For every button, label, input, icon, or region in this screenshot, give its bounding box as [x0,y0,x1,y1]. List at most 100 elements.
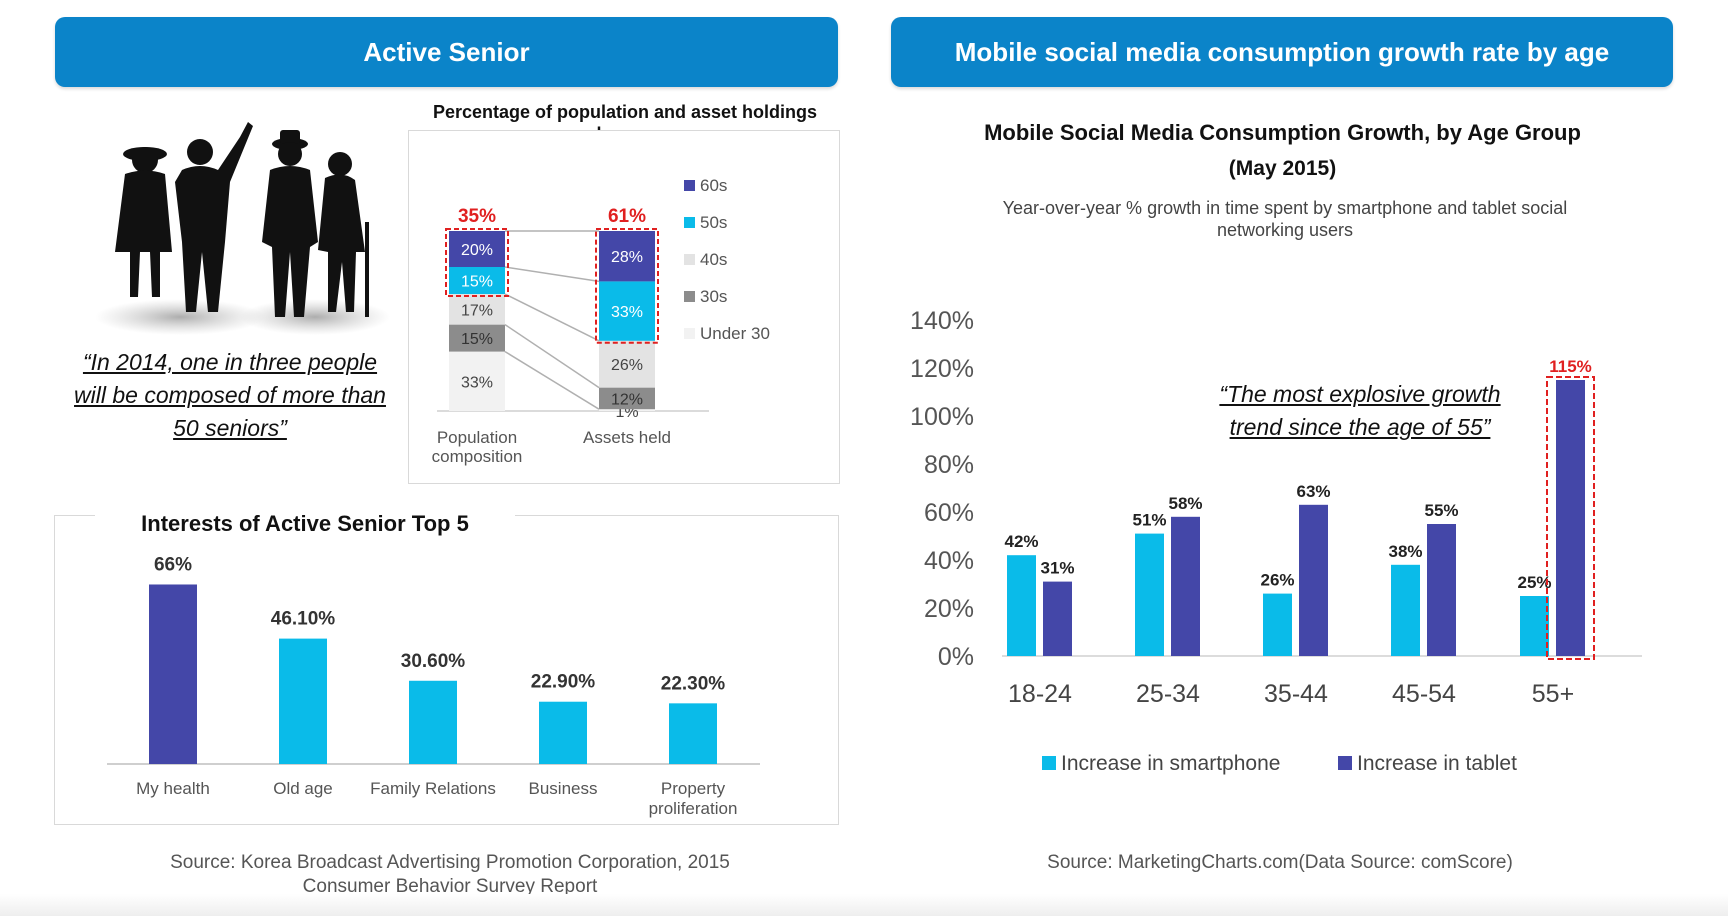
interest-category-label: Business [529,779,598,798]
smartphone-value-label: 25% [1517,573,1551,592]
highlight-box [1546,376,1595,660]
tablet-value-label: 115% [1549,357,1592,376]
x-category-label: 25-34 [1136,680,1200,708]
y-tick-label: 0% [938,643,974,671]
interest-category-label: Family Relations [370,779,496,798]
right-quote: “The most explosive growth trend since t… [1219,381,1501,440]
stacked-category-label: Population [437,428,517,447]
interest-category-label: Property [661,779,726,798]
interests-chart-svg: 66% My health 46.10% Old age 30.60% Family Re… [107,554,760,818]
left-quote: “In 2014, one in three people will be co… [74,349,386,441]
growth-chart-title: Mobile Social Media Consumption Growth, … [984,120,1581,145]
right-source: Source: MarketingCharts.com(Data Source:… [1047,852,1513,873]
stacked-value-label: 15% [461,274,493,291]
tablet-bar [1171,516,1200,656]
stacked-bar-segment [449,231,505,267]
legend-label: 30s [700,287,727,306]
stacked-value-label: 12% [611,391,643,408]
stacked-bar-segment [599,231,655,282]
seniors-silhouette-illustration [95,122,390,335]
x-category-label: 18-24 [1008,680,1072,708]
legend-swatch [684,291,695,302]
interest-value-label: 30.60% [401,651,466,672]
tablet-bar [1427,524,1456,656]
left-source: Source: Korea Broadcast Advertising Prom… [170,852,730,897]
stacked-category-label: Assets held [583,428,671,447]
tablet-bar [1299,504,1328,656]
y-tick-label: 20% [924,595,974,623]
tablet-bar [1556,380,1585,656]
stacked-chart-panel: 33% 15% 17% 15% 20% Population composition 1% 12… [408,130,840,484]
interest-category-label: My health [136,779,210,798]
interest-category-label: Old age [273,779,333,798]
highlight-box [445,228,509,297]
stacked-bar-segment [449,351,505,411]
legend-label: 40s [700,250,727,269]
stacked-connector-line [504,266,600,283]
y-tick-label: 80% [924,451,974,479]
smartphone-bar [1520,596,1549,656]
legend-swatch [684,328,695,339]
tablet-bar [1043,581,1072,656]
stacked-value-label: 17% [461,302,493,319]
stacked-bar-segment [449,267,505,294]
right-banner: Mobile social media consumption growth r… [891,17,1673,87]
tablet-value-label: 58% [1168,494,1202,513]
legend-swatch [1338,756,1352,770]
y-tick-label: 60% [924,499,974,527]
stacked-value-label: 33% [611,304,643,321]
stacked-value-label: 28% [611,249,643,266]
smartphone-bar [1263,593,1292,656]
stacked-connector-line [504,350,600,410]
interest-category-label: proliferation [649,799,738,818]
tablet-value-label: 31% [1040,559,1074,578]
left-banner: Active Senior [55,17,838,87]
stacked-bar-segment [449,324,505,352]
stacked-bar-segment [599,340,655,388]
growth-chart-title-line2: (May 2015) [1228,157,1337,180]
stacked-bar-segment [599,387,655,410]
stacked-chart-svg: 33%15%17%15%20%Populationcomposition1%12… [432,176,770,466]
stacked-value-label: 26% [611,357,643,374]
interest-bar [409,680,457,764]
growth-chart-svg: 0% 20% 40% 60% 80% 100% 120% 140% 42%31% 18-24 51%… [910,307,1642,775]
interest-value-label: 22.90% [531,672,596,693]
stacked-value-label: 15% [461,331,493,348]
x-category-label: 35-44 [1264,680,1328,708]
interest-bar [669,703,717,764]
legend-swatch [1042,756,1056,770]
interest-bar [539,701,587,764]
smartphone-value-label: 51% [1132,511,1166,530]
legend-swatch [684,254,695,265]
legend-label: Under 30 [700,324,770,343]
stacked-value-label: 33% [461,374,493,391]
legend-label: Increase in smartphone [1061,752,1280,775]
legend-label: 60s [700,176,727,195]
interests-chart-title: Interests of Active Senior Top 5 [95,506,515,542]
interest-value-label: 66% [154,554,192,575]
x-category-label: 55+ [1532,680,1574,708]
smartphone-bar [1391,564,1420,656]
interest-value-label: 46.10% [271,609,336,630]
legend-swatch [684,180,695,191]
stacked-value-label: 20% [461,242,493,259]
tablet-value-label: 55% [1424,501,1458,520]
y-tick-label: 140% [910,307,974,335]
y-tick-label: 100% [910,403,974,431]
interest-value-label: 22.30% [661,673,726,694]
legend-label: 50s [700,213,727,232]
y-tick-label: 120% [910,355,974,383]
stacked-bar-segment [599,409,655,411]
stacked-bar-segment [599,281,655,341]
smartphone-bar [1007,555,1036,656]
stacked-bar-segment [449,294,505,325]
stacked-category-label: composition [432,447,523,466]
stacked-connector-line [504,293,600,342]
growth-chart-subtitle: Year-over-year % growth in time spent by… [1002,198,1568,240]
interests-chart-panel: Interests of Active Senior Top 5 66% My h… [54,506,839,825]
smartphone-value-label: 26% [1260,571,1294,590]
smartphone-bar [1135,533,1164,656]
stacked-connector-line [504,323,600,389]
interest-bar [279,638,327,764]
tablet-value-label: 63% [1296,482,1330,501]
